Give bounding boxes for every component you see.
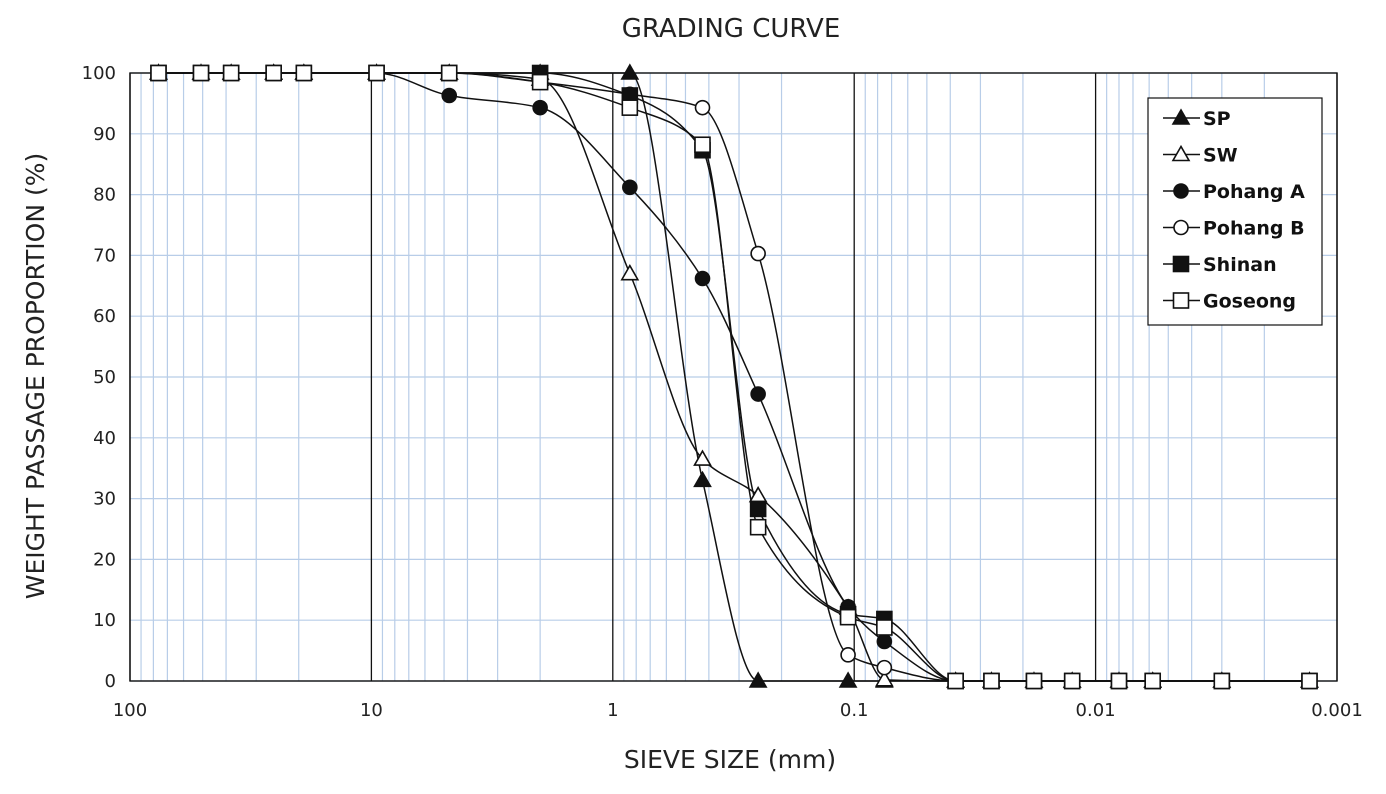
legend-marker-shinan: [1172, 255, 1190, 273]
data-point-pohang-a: [622, 179, 638, 196]
data-point-pohang-b: [750, 245, 766, 262]
data-point-goseong: [749, 518, 767, 536]
data-point-sp: [693, 470, 712, 488]
data-point-goseong: [1025, 672, 1043, 690]
data-point-goseong: [531, 73, 549, 91]
chart-title: GRADING CURVE: [622, 14, 841, 44]
y-tick-label: 100: [82, 63, 116, 84]
data-point-goseong: [839, 608, 857, 626]
data-point-goseong: [368, 64, 385, 82]
x-tick-label: 0.001: [1311, 700, 1363, 721]
legend-marker-pohang-a: [1173, 183, 1189, 199]
x-tick-label: 0.01: [1076, 700, 1116, 721]
data-point-goseong: [295, 64, 313, 82]
x-tick-label: 10: [360, 700, 383, 721]
legend-marker-sw: [1171, 144, 1191, 162]
legend-label-pohang-b: Pohang B: [1203, 218, 1305, 240]
data-point-sw: [620, 264, 640, 281]
data-point-goseong: [440, 64, 458, 82]
data-point-pohang-b: [840, 647, 856, 663]
data-point-sp: [838, 671, 858, 688]
data-point-sw: [874, 670, 894, 687]
data-point-shinan: [749, 500, 767, 518]
legend-label-pohang-a: Pohang A: [1203, 181, 1305, 203]
y-tick-label: 90: [93, 124, 116, 145]
y-tick-label: 20: [93, 549, 116, 570]
data-point-goseong: [1144, 672, 1162, 690]
y-tick-label: 80: [93, 185, 116, 206]
data-point-goseong: [621, 99, 639, 116]
data-point-goseong: [265, 64, 282, 82]
data-point-pohang-a: [750, 386, 766, 402]
y-tick-label: 0: [105, 671, 116, 692]
legend: SP SW Pohang A Pohang B Shinan Goseong: [1147, 97, 1323, 326]
data-point-goseong: [876, 619, 893, 636]
legend-label-sw: SW: [1203, 145, 1238, 167]
legend-box: [1147, 97, 1323, 326]
data-point-goseong: [222, 64, 240, 82]
data-point-pohang-a: [532, 99, 548, 116]
legend-marker-pohang-b: [1173, 219, 1189, 236]
x-axis-title: SIEVE SIZE (mm): [624, 745, 836, 774]
plot-frame: [129, 72, 1338, 682]
y-tick-label: 50: [93, 367, 116, 388]
data-point-goseong: [1301, 672, 1318, 690]
legend-label-goseong: Goseong: [1203, 291, 1296, 313]
data-point-sw: [693, 449, 712, 466]
data-point-goseong: [1063, 672, 1081, 690]
data-point-sp: [620, 63, 640, 80]
data-point-goseong: [1110, 672, 1128, 690]
y-tick-label: 10: [93, 610, 116, 631]
data-point-goseong: [983, 672, 1000, 690]
data-point-pohang-a: [876, 633, 893, 650]
data-point-goseong: [694, 136, 711, 154]
y-axis-title: WEIGHT PASSAGE PROPORTION (%): [21, 153, 50, 600]
data-point-goseong: [150, 64, 167, 82]
data-point-pohang-b: [876, 659, 893, 676]
legend-label-sp: SP: [1203, 108, 1231, 130]
y-tick-label: 30: [93, 489, 116, 510]
legend-marker-sp: [1171, 108, 1191, 125]
data-point-goseong: [192, 64, 210, 82]
data-point-pohang-a: [694, 270, 711, 287]
data-point-goseong: [1213, 672, 1231, 690]
data-point-sp: [748, 671, 768, 688]
series-markers: [149, 63, 1319, 690]
y-tick-label: 70: [93, 245, 116, 266]
legend-label-shinan: Shinan: [1203, 254, 1277, 276]
x-tick-label: 1: [607, 700, 618, 721]
data-point-pohang-a: [441, 87, 458, 104]
data-point-goseong: [947, 672, 964, 690]
data-point-pohang-b: [694, 99, 711, 116]
y-tick-label: 60: [93, 306, 116, 327]
legend-marker-goseong: [1172, 292, 1190, 309]
x-tick-label: 100: [113, 700, 147, 721]
axes: 0 10 20 30 40 50 60 70 80 90 100 100 10 1 0.1 0.01 0.001: [82, 63, 1363, 721]
x-tick-label: 0.1: [840, 700, 869, 721]
y-tick-label: 40: [93, 428, 116, 449]
